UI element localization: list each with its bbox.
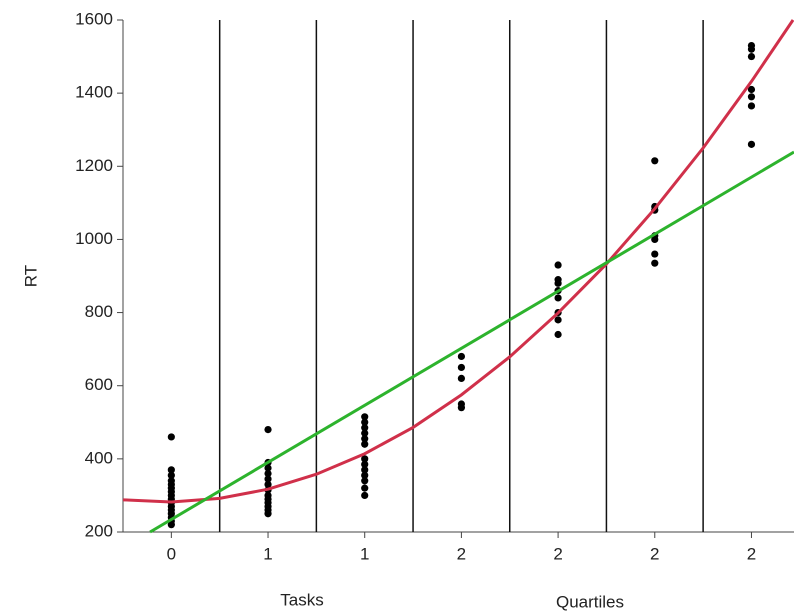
data-point	[651, 157, 659, 165]
fit-line	[149, 150, 794, 534]
x-axis-label: Quartiles	[556, 592, 624, 611]
data-point	[361, 484, 369, 492]
x-axis-label: Tasks	[280, 590, 323, 609]
data-point	[651, 250, 659, 258]
y-tick-label: 400	[85, 448, 113, 467]
fit-line	[122, 19, 794, 504]
data-point	[264, 480, 272, 489]
data-point	[167, 471, 175, 479]
data-point	[361, 455, 369, 463]
data-point	[361, 466, 369, 474]
y-tick-label: 1000	[75, 229, 113, 248]
y-tick-label: 1400	[75, 83, 113, 102]
data-point	[651, 259, 659, 267]
x-tick-label: 0	[167, 544, 176, 563]
data-point	[361, 440, 369, 448]
data-point	[361, 413, 369, 421]
data-point	[554, 330, 562, 339]
data-point	[361, 418, 369, 426]
data-point	[264, 469, 272, 478]
data-point	[457, 374, 466, 382]
data-point	[554, 294, 562, 302]
data-point	[264, 475, 272, 483]
y-tick-label: 200	[85, 521, 113, 540]
data-point	[554, 261, 562, 269]
x-tick-label: 2	[553, 544, 562, 563]
data-point	[747, 85, 756, 94]
data-point	[361, 460, 369, 468]
y-tick-label: 1600	[75, 9, 113, 28]
data-point	[361, 424, 369, 432]
data-point	[747, 140, 756, 148]
data-point	[554, 316, 562, 324]
data-point	[167, 521, 175, 529]
x-tick-label: 2	[747, 544, 756, 563]
data-point	[167, 433, 175, 441]
data-point	[264, 426, 272, 434]
x-tick-label: 1	[360, 544, 369, 563]
data-point	[457, 404, 466, 412]
data-point	[747, 52, 756, 61]
data-point	[361, 435, 369, 443]
y-tick-label: 800	[85, 302, 113, 321]
data-point	[264, 510, 272, 518]
x-tick-label: 1	[263, 544, 272, 563]
data-point	[361, 429, 369, 437]
y-tick-label: 1200	[75, 156, 113, 175]
y-axis-label: RT	[21, 265, 40, 287]
data-point	[457, 363, 466, 372]
data-point	[264, 464, 272, 472]
data-point	[554, 279, 562, 287]
data-point	[457, 352, 466, 361]
data-point	[361, 477, 369, 485]
data-point	[361, 491, 369, 500]
y-tick-label: 600	[85, 375, 113, 394]
data-point	[167, 466, 175, 474]
data-point	[747, 102, 756, 110]
data-point	[747, 93, 756, 101]
x-tick-label: 2	[457, 544, 466, 563]
data-point	[651, 235, 659, 244]
x-tick-label: 2	[650, 544, 659, 563]
data-point	[361, 471, 369, 479]
data-point	[747, 45, 756, 53]
